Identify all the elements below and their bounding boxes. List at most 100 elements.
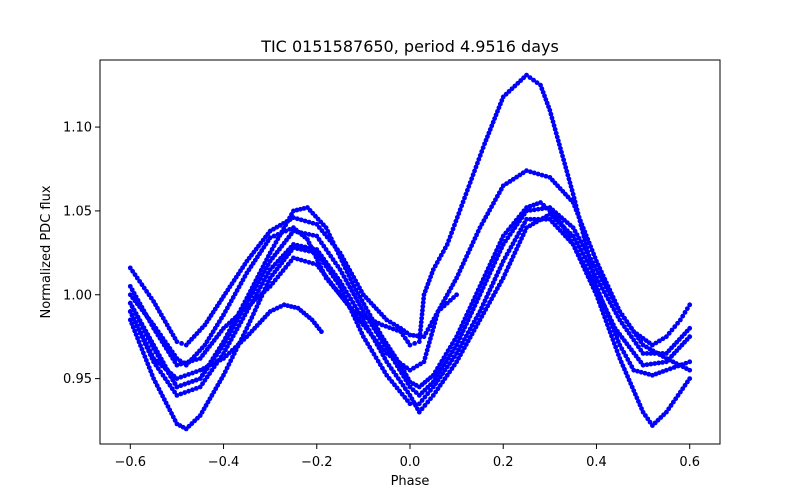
data-point [596, 279, 601, 284]
data-point [477, 225, 483, 231]
data-point [539, 172, 545, 178]
data-point [261, 277, 267, 283]
data-point [611, 307, 617, 312]
data-point [508, 244, 514, 250]
data-point [265, 270, 271, 276]
data-point [294, 256, 300, 262]
data-point [193, 357, 199, 362]
data-point [259, 281, 265, 286]
data-point [570, 191, 576, 197]
data-point [440, 249, 446, 255]
data-point [411, 333, 416, 338]
data-point [457, 335, 463, 341]
data-point [687, 359, 693, 365]
data-point [249, 315, 255, 320]
data-point [151, 346, 157, 351]
data-point [151, 359, 157, 365]
data-point [463, 191, 469, 197]
data-point [355, 281, 360, 287]
data-point [411, 365, 416, 371]
data-point [589, 278, 595, 284]
data-point [162, 376, 168, 382]
data-point [613, 344, 619, 350]
data-point [141, 308, 147, 314]
data-point [447, 234, 453, 240]
data-point [481, 218, 487, 224]
data-point [579, 226, 585, 232]
data-point [640, 409, 646, 415]
data-point [291, 255, 296, 261]
data-point [270, 280, 276, 286]
data-point [178, 374, 184, 380]
data-point [467, 246, 473, 252]
data-point [466, 184, 472, 189]
data-point [160, 372, 166, 378]
data-point [316, 225, 322, 230]
data-point [349, 280, 355, 286]
data-point [272, 277, 278, 283]
data-point [228, 328, 234, 334]
data-point [599, 307, 605, 313]
data-point [447, 344, 453, 350]
data-point [145, 361, 151, 367]
data-point [432, 320, 438, 326]
data-point [197, 384, 203, 390]
data-point [648, 361, 654, 367]
data-point [497, 249, 503, 255]
data-point [368, 331, 374, 337]
data-point [624, 327, 630, 333]
data-point [434, 312, 440, 318]
x-tick-label: −0.6 [115, 455, 147, 470]
data-point [267, 250, 273, 256]
data-point [298, 257, 304, 263]
data-point [161, 363, 167, 369]
data-point [391, 369, 397, 375]
data-point [602, 314, 608, 320]
data-point [252, 295, 258, 300]
data-point [490, 280, 496, 286]
data-point [440, 379, 446, 385]
data-point [204, 374, 210, 380]
data-point [597, 282, 603, 288]
data-point [133, 332, 139, 337]
data-point [310, 220, 316, 226]
data-point [223, 339, 228, 344]
data-point [155, 366, 161, 371]
data-point [402, 395, 408, 400]
data-point [202, 377, 208, 383]
data-point [149, 322, 155, 328]
data-point [588, 256, 594, 262]
data-point [226, 340, 232, 346]
data-point [428, 336, 433, 342]
data-point [451, 295, 456, 300]
data-point [232, 321, 238, 327]
data-point [377, 362, 383, 368]
data-point [467, 334, 473, 340]
data-point [394, 327, 400, 333]
data-point [400, 363, 406, 368]
data-point [470, 172, 476, 178]
data-point [341, 261, 346, 267]
data-point [633, 340, 639, 346]
data-point [271, 243, 277, 249]
data-point [495, 108, 500, 114]
data-point [460, 328, 466, 334]
data-point [263, 265, 269, 271]
data-point [671, 365, 677, 370]
data-point [554, 134, 560, 140]
data-point [384, 359, 390, 365]
data-point [454, 292, 460, 298]
data-point [387, 319, 393, 325]
x-tick-label: −0.4 [208, 455, 240, 470]
data-point [605, 296, 611, 302]
data-point [275, 274, 281, 280]
data-point [479, 314, 485, 319]
data-point [386, 376, 392, 381]
data-point [480, 285, 486, 290]
data-point [614, 335, 620, 341]
data-point [339, 258, 345, 264]
data-point [421, 359, 427, 365]
data-point [326, 250, 331, 256]
data-point [607, 291, 613, 297]
data-point [613, 310, 619, 316]
